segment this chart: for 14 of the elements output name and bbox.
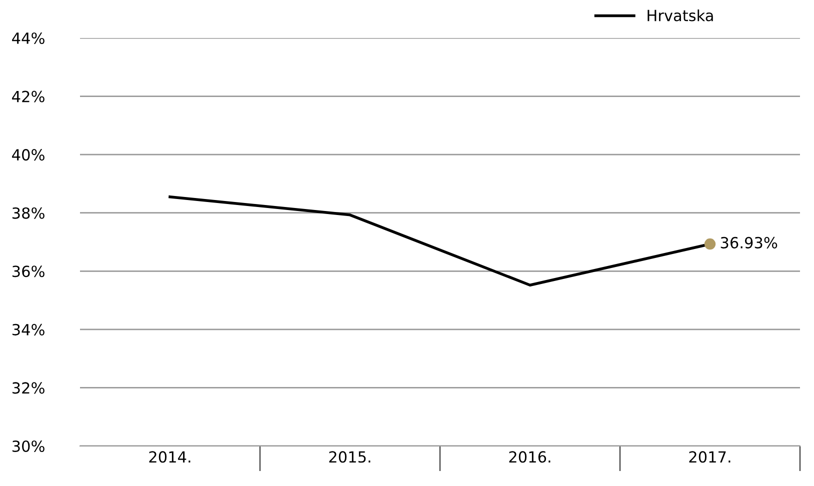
y-tick-label: 36%	[12, 266, 44, 278]
y-tick-label: 40%	[12, 149, 44, 161]
y-tick-label: 32%	[12, 382, 44, 394]
x-tick-label: 2017.	[689, 451, 730, 463]
y-tick-label: 42%	[12, 90, 44, 102]
y-tick-label: 38%	[12, 207, 44, 219]
y-tick-label: 30%	[12, 440, 44, 452]
data-label: 36.93%	[720, 236, 778, 248]
x-tick-label: 2015.	[329, 451, 370, 463]
legend-label: Hrvatska	[648, 9, 713, 22]
x-tick-label: 2014.	[149, 451, 190, 463]
y-tick-label: 34%	[12, 324, 44, 336]
x-tick-label: 2016.	[509, 451, 550, 463]
y-tick-label: 44%	[12, 32, 44, 44]
